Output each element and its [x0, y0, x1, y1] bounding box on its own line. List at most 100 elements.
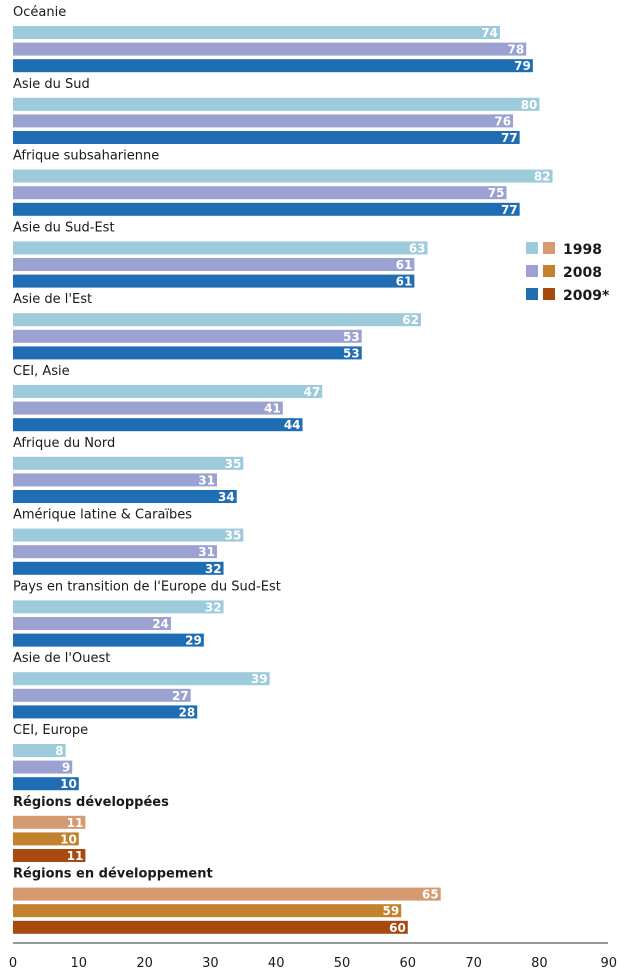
data-label: 41: [264, 402, 281, 416]
data-label: 60: [389, 921, 406, 935]
bar: [13, 186, 507, 200]
data-label: 28: [179, 705, 196, 719]
bar: [13, 329, 362, 343]
x-tick-label: 70: [465, 956, 482, 971]
bar: [13, 490, 237, 503]
x-tick-label: 60: [400, 956, 417, 971]
legend-label: 2009*: [563, 288, 610, 304]
x-tick-label: 10: [71, 956, 88, 971]
x-tick-label: 40: [268, 956, 285, 971]
bar: [13, 887, 441, 901]
bar: [13, 401, 283, 415]
data-label: 24: [152, 617, 169, 631]
data-label: 32: [205, 600, 222, 614]
x-tick-label: 0: [9, 956, 17, 971]
bar: [13, 920, 408, 934]
data-label: 27: [172, 689, 189, 703]
data-label: 80: [521, 98, 538, 112]
data-label: 31: [198, 473, 215, 487]
bar: [13, 633, 204, 647]
legend-swatch: [526, 242, 538, 254]
data-label: 47: [304, 385, 321, 399]
data-label: 34: [218, 490, 235, 504]
data-label: 61: [396, 258, 413, 272]
x-tick-label: 30: [202, 956, 219, 971]
data-label: 8: [55, 744, 63, 758]
category-label: Asie du Sud: [13, 77, 90, 92]
data-label: 76: [494, 114, 511, 128]
data-label: 11: [67, 849, 84, 863]
category-label: Asie de l'Est: [13, 292, 92, 307]
bar: [13, 832, 79, 846]
bar: [13, 114, 514, 128]
data-label: 62: [402, 313, 419, 327]
category-label: Régions en développement: [13, 867, 213, 882]
data-label: 11: [67, 816, 84, 830]
data-label: 61: [396, 275, 413, 289]
bar: [13, 545, 217, 559]
data-label: 79: [514, 59, 531, 73]
bar: [13, 26, 500, 39]
data-label: 77: [501, 131, 518, 145]
data-label: 39: [251, 672, 268, 686]
data-label: 10: [60, 777, 77, 791]
category-label: Pays en transition de l'Europe du Sud-Es…: [13, 579, 281, 594]
data-label: 74: [481, 26, 498, 40]
data-label: 77: [501, 203, 518, 217]
bar: [13, 744, 66, 757]
bar: [13, 849, 86, 862]
bar: [13, 97, 540, 111]
bar: [13, 561, 224, 575]
category-label: Afrique subsaharienne: [13, 149, 159, 164]
x-tick-label: 50: [334, 956, 351, 971]
x-tick-label: 80: [531, 956, 548, 971]
bar: [13, 385, 323, 398]
bar: [13, 777, 79, 791]
bar: [13, 904, 402, 918]
data-label: 31: [198, 545, 215, 559]
legend-swatch: [526, 265, 538, 277]
category-label: Afrique du Nord: [13, 436, 115, 451]
bar: [13, 815, 86, 829]
legend-label: 1998: [563, 242, 602, 258]
legend-swatch: [543, 265, 555, 277]
bar: [13, 59, 533, 73]
bar: [13, 688, 191, 702]
data-label: 29: [185, 634, 202, 648]
bar: [13, 473, 217, 487]
bar: [13, 456, 244, 470]
bar: [13, 617, 171, 630]
bar: [13, 258, 415, 271]
data-label: 65: [422, 888, 439, 902]
data-label: 78: [508, 43, 525, 57]
bar: [13, 202, 520, 216]
legend-swatch: [543, 288, 555, 300]
bar: [13, 346, 362, 360]
bar: [13, 274, 415, 288]
bar: [13, 418, 303, 432]
data-label: 35: [225, 529, 242, 543]
data-label: 10: [60, 832, 77, 846]
category-label: Asie de l'Ouest: [13, 651, 110, 666]
bar: [13, 313, 421, 327]
data-label: 32: [205, 562, 222, 576]
data-label: 63: [409, 241, 426, 255]
category-label: CEI, Asie: [13, 364, 70, 379]
data-label: 59: [383, 904, 400, 918]
category-label: Asie du Sud-Est: [13, 220, 115, 235]
category-label: CEI, Europe: [13, 723, 88, 738]
category-label: Amérique latine & Caraïbes: [13, 508, 192, 523]
data-label: 53: [343, 346, 360, 360]
legend-swatch: [543, 242, 555, 254]
data-label: 44: [284, 418, 301, 432]
bar: [13, 169, 553, 183]
bar: [13, 705, 198, 719]
bar: [13, 131, 520, 144]
data-label: 75: [488, 186, 505, 200]
x-tick-label: 20: [136, 956, 153, 971]
data-label: 35: [225, 457, 242, 471]
x-tick-label: 90: [600, 956, 617, 971]
data-label: 82: [534, 170, 551, 184]
category-label: Régions développées: [13, 795, 169, 810]
